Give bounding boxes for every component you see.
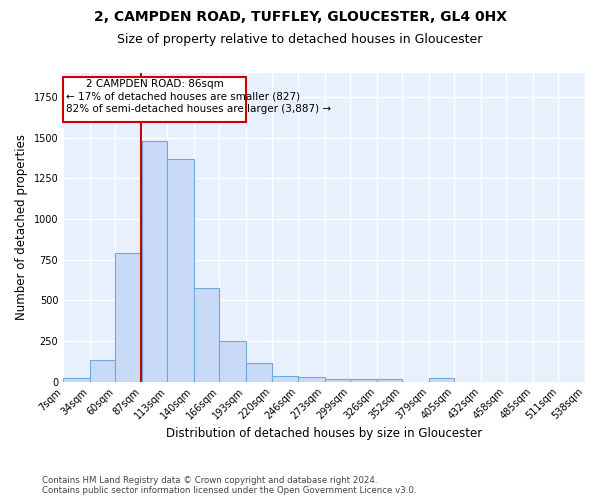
Bar xyxy=(350,379,377,382)
Y-axis label: Number of detached properties: Number of detached properties xyxy=(15,134,28,320)
Bar xyxy=(298,377,325,382)
Bar xyxy=(377,378,402,382)
Bar xyxy=(429,378,454,382)
Bar xyxy=(167,158,194,382)
Bar xyxy=(220,342,246,382)
Bar xyxy=(325,378,350,382)
X-axis label: Distribution of detached houses by size in Gloucester: Distribution of detached houses by size … xyxy=(166,427,482,440)
Text: ← 17% of detached houses are smaller (827): ← 17% of detached houses are smaller (82… xyxy=(66,92,300,102)
Bar xyxy=(194,288,220,382)
Text: Contains HM Land Registry data © Crown copyright and database right 2024.
Contai: Contains HM Land Registry data © Crown c… xyxy=(42,476,416,495)
Text: Size of property relative to detached houses in Gloucester: Size of property relative to detached ho… xyxy=(118,32,482,46)
Bar xyxy=(142,141,167,382)
Bar xyxy=(272,376,298,382)
Text: 82% of semi-detached houses are larger (3,887) →: 82% of semi-detached houses are larger (… xyxy=(66,104,331,115)
Bar xyxy=(90,360,115,382)
Bar xyxy=(115,253,142,382)
Text: 2, CAMPDEN ROAD, TUFFLEY, GLOUCESTER, GL4 0HX: 2, CAMPDEN ROAD, TUFFLEY, GLOUCESTER, GL… xyxy=(94,10,506,24)
FancyBboxPatch shape xyxy=(63,78,246,122)
Bar xyxy=(246,364,272,382)
Bar xyxy=(63,378,90,382)
Text: 2 CAMPDEN ROAD: 86sqm: 2 CAMPDEN ROAD: 86sqm xyxy=(86,80,223,90)
